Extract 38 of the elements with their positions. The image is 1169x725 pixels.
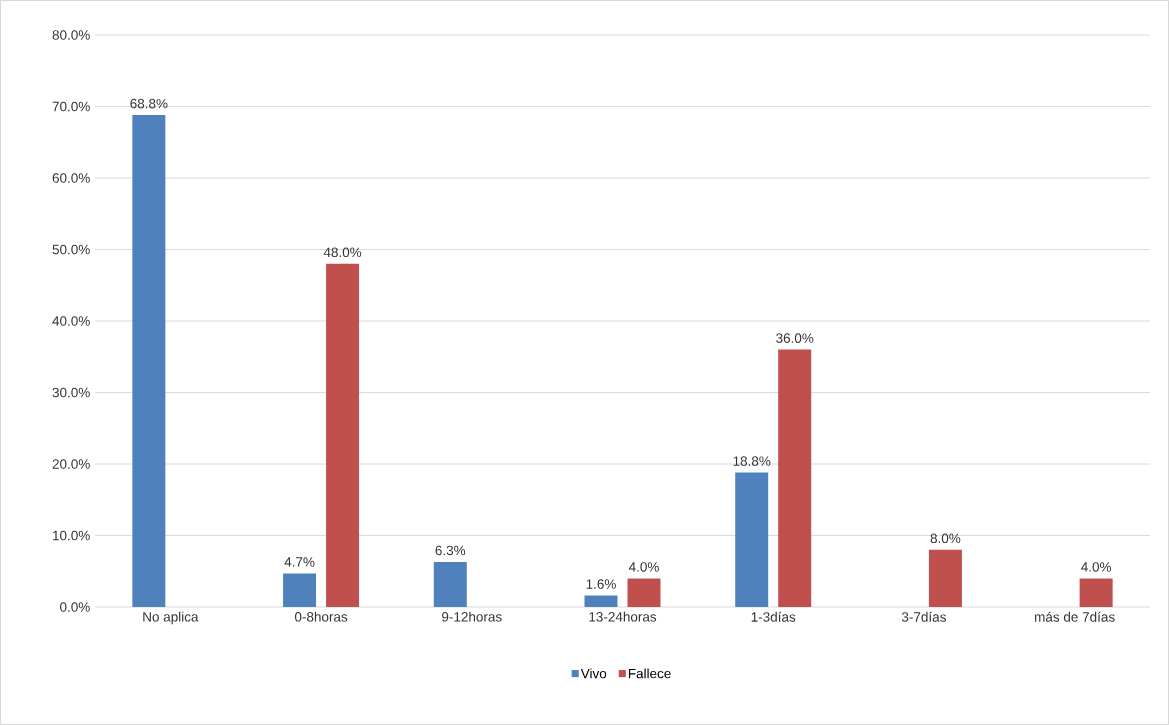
x-tick-label: No aplica	[143, 611, 199, 625]
bar	[132, 115, 166, 607]
x-tick-label: 13-24horas	[589, 611, 657, 622]
x-tick-label: 1-3días	[751, 611, 796, 622]
y-tick-label: 70.0%	[52, 101, 90, 112]
bar	[283, 573, 317, 607]
bar	[326, 263, 360, 607]
x-tick-label: 3-7días	[901, 611, 946, 622]
y-tick-label: 60.0%	[52, 173, 90, 183]
data-label: 8.0%	[930, 533, 961, 544]
data-label: 1.6%	[586, 579, 616, 589]
data-label: 48.0%	[323, 247, 362, 258]
bar	[778, 349, 812, 607]
x-tick-label: más de 7días	[1035, 611, 1115, 622]
legend-label: Vivo	[580, 668, 607, 679]
bar	[627, 578, 661, 607]
y-tick-label: 80.0%	[52, 30, 90, 40]
x-tick-label: 9-12horas	[442, 611, 502, 622]
bar	[584, 595, 618, 607]
data-label: 4.0%	[628, 562, 659, 572]
y-tick-label: 50.0%	[52, 244, 90, 255]
data-label: 36.0%	[776, 333, 814, 343]
y-tick-label: 10.0%	[53, 530, 90, 541]
x-tick-label: 0-8horas	[294, 611, 348, 622]
bar	[433, 561, 467, 607]
legend-label: Fallece	[628, 668, 671, 679]
data-label: 4.0%	[1081, 562, 1112, 572]
bar	[1079, 578, 1113, 607]
data-label: 6.3%	[435, 545, 466, 556]
y-tick-label: 20.0%	[52, 459, 90, 469]
data-label: 68.8%	[130, 98, 168, 109]
data-label: 4.7%	[284, 557, 315, 567]
bar	[735, 472, 769, 607]
y-tick-label: 30.0%	[52, 387, 90, 398]
y-tick-label: 0.0%	[60, 602, 90, 612]
data-label: 18.8%	[733, 456, 771, 466]
y-tick-label: 40.0%	[52, 316, 90, 326]
bar	[928, 549, 962, 607]
